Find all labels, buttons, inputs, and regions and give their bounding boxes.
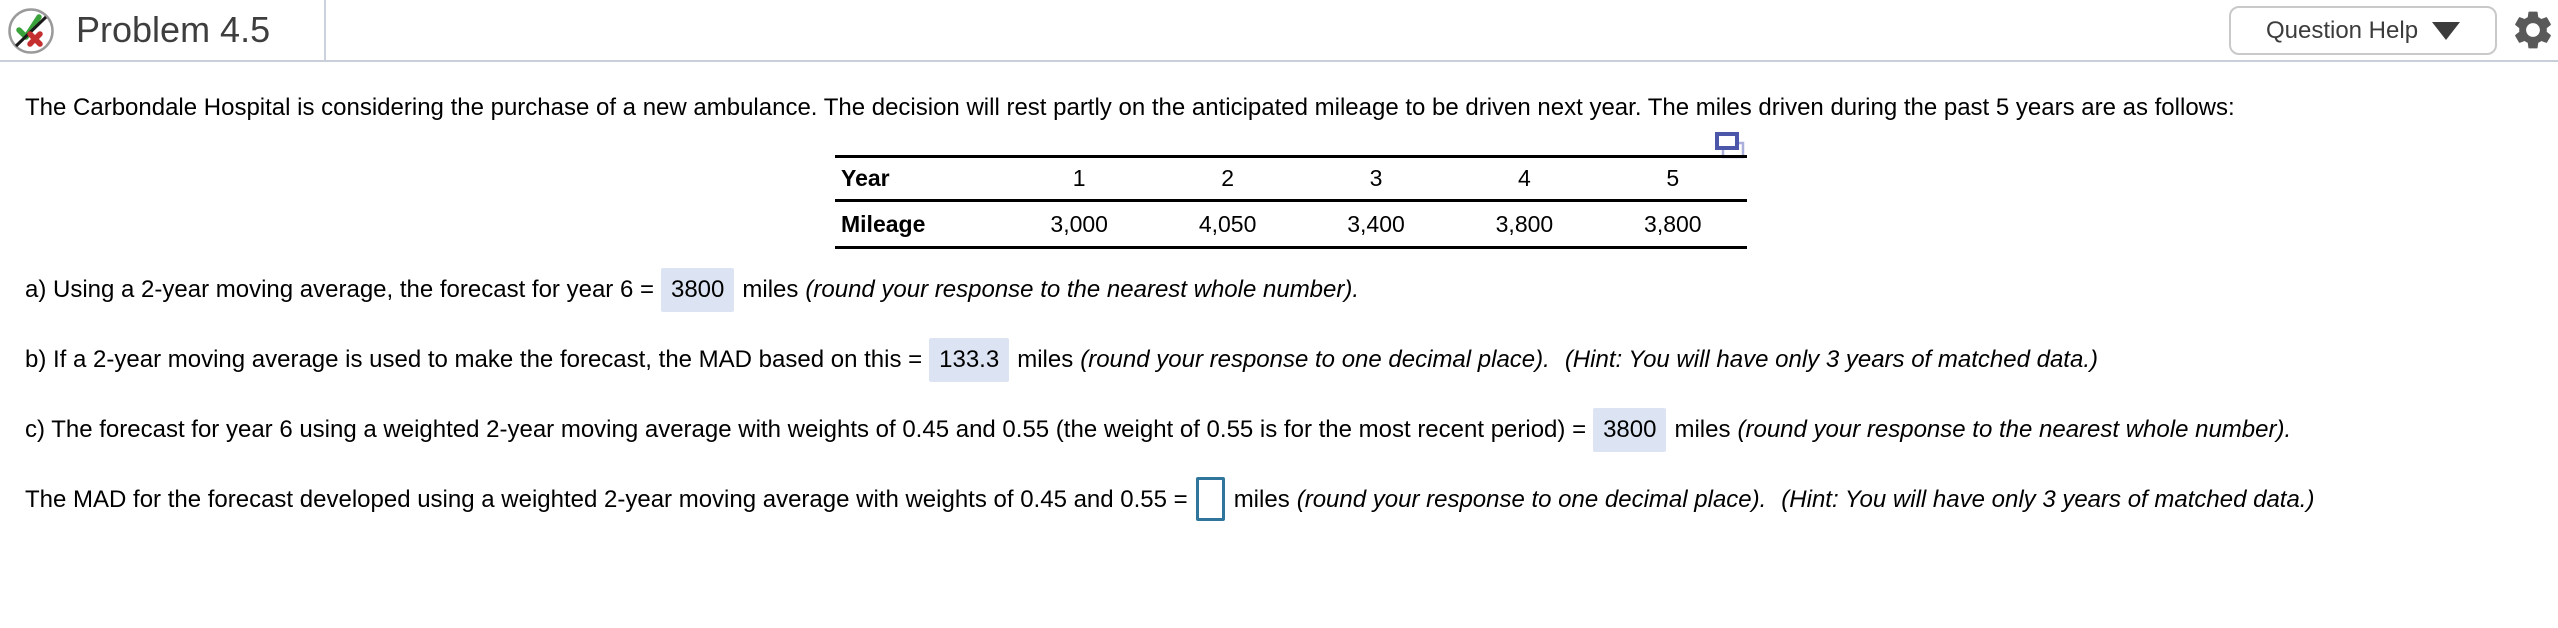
year-cell: 4: [1518, 165, 1531, 191]
year-cell: 1: [1072, 165, 1086, 191]
rounding-note: (round your response to the nearest whol…: [1737, 416, 2292, 443]
row-header-year: Year: [841, 165, 890, 191]
question-d-text: The MAD for the forecast developed using…: [25, 486, 1188, 513]
question-help-label: Question Help: [2265, 16, 2419, 44]
hint-note: (Hint: You will have only 3 years of mat…: [1781, 486, 2315, 513]
question-a-text: a) Using a 2-year moving average, the fo…: [25, 276, 654, 303]
unit-label: miles: [1017, 346, 1074, 373]
mileage-cell: 4,050: [1198, 210, 1257, 237]
check-x-grade-icon: [8, 8, 54, 54]
year-cell: 5: [1666, 165, 1680, 191]
header-bar: Problem 4.5 Question Help: [0, 0, 2558, 62]
unit-label: miles: [1233, 486, 1290, 513]
mileage-cell: 3,400: [1347, 210, 1405, 237]
problem-statement: The Carbondale Hospital is considering t…: [25, 94, 2235, 121]
gear-icon[interactable]: [2510, 7, 2556, 53]
question-d: The MAD for the forecast developed using…: [25, 474, 2314, 526]
rounding-note: (round your response to one decimal plac…: [1080, 346, 1550, 373]
copy-table-icon[interactable]: [1713, 130, 1747, 164]
mileage-cell: 3,800: [1495, 210, 1554, 237]
answer-field-a[interactable]: 3800: [660, 268, 735, 312]
rounding-note: (round your response to the nearest whol…: [805, 276, 1360, 303]
mileage-cell: 3,000: [1050, 210, 1108, 237]
question-a: a) Using a 2-year moving average, the fo…: [25, 264, 1359, 316]
table-row-mileage: Mileage 3,000 4,050 3,400 3,800 3,800: [835, 202, 1747, 246]
question-b-text: b) If a 2-year moving average is used to…: [25, 346, 923, 373]
question-help-button[interactable]: Question Help: [2229, 6, 2497, 55]
page-title: Problem 4.5: [76, 9, 271, 50]
rounding-note: (round your response to one decimal plac…: [1296, 486, 1767, 513]
answer-field-c[interactable]: 3800: [1593, 408, 1667, 452]
answer-field-b[interactable]: 133.3: [929, 338, 1010, 382]
hint-note: (Hint: You will have only 3 years of mat…: [1564, 346, 2098, 373]
year-cell: 2: [1221, 165, 1234, 191]
question-c: c) The forecast for year 6 using a weigh…: [25, 404, 2291, 456]
question-b: b) If a 2-year moving average is used to…: [25, 334, 2098, 386]
question-c-text: c) The forecast for year 6 using a weigh…: [25, 416, 1587, 443]
header-divider: [324, 0, 326, 60]
mileage-cell: 3,800: [1644, 210, 1702, 237]
unit-label: miles: [742, 276, 799, 303]
table-row-year: Year 1 2 3 4 5: [835, 158, 1747, 202]
row-header-mileage: Mileage: [841, 210, 926, 237]
mileage-table: Year 1 2 3 4 5 Mileage 3,000 4,050 3,400…: [835, 155, 1747, 249]
year-cell: 3: [1369, 165, 1383, 191]
answer-input-empty[interactable]: [1195, 476, 1225, 521]
triangle-down-icon: [2432, 21, 2461, 40]
unit-label: miles: [1674, 416, 1731, 443]
